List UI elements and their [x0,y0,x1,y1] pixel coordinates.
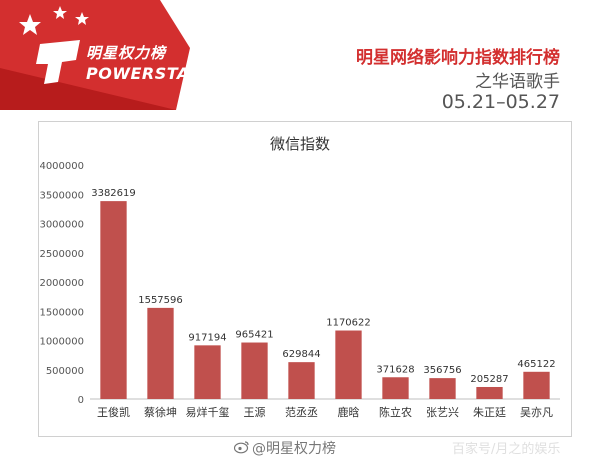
data-label: 965421 [235,330,273,341]
star-icon [53,6,67,19]
corner-watermark: 百家号/月之的娱乐 [452,442,561,457]
star-icon [75,12,89,25]
x-tick-label: 陈立农 [379,405,412,419]
x-tick-label: 易烊千玺 [186,405,230,419]
data-label: 629844 [282,349,320,360]
bar [429,378,456,399]
data-label: 465122 [517,359,555,370]
brand-word: POWERSTAR [86,64,203,83]
y-tick-label: 1000000 [39,337,84,348]
logo-background [0,0,190,110]
y-tick-label: 500000 [46,366,84,377]
y-tick-label: 1500000 [39,307,84,318]
bar [523,371,550,399]
x-tick-label: 王俊凯 [97,405,130,419]
bar [335,330,362,399]
weibo-icon [234,441,249,454]
bar [382,377,409,399]
data-label: 3382619 [91,188,136,199]
x-tick-label: 范丞丞 [285,405,318,419]
data-label: 205287 [470,374,508,385]
chart-title: 微信指数 [269,135,330,153]
page-title: 明星网络影响力指数排行榜 [356,48,560,68]
y-tick-label: 2000000 [39,278,84,289]
y-tick-label: 3500000 [39,190,84,201]
bar [241,342,268,399]
y-tick-label: 4000000 [39,161,84,172]
x-tick-label: 张艺兴 [426,406,459,419]
x-tick-label: 蔡徐坤 [144,405,177,419]
data-label: 371628 [376,364,414,375]
data-label: 1170622 [326,318,371,329]
bar [288,362,315,399]
x-tick-label: 鹿晗 [338,405,360,419]
date-range: 05.21–05.27 [441,91,560,113]
bar [100,201,127,399]
y-tick-label: 3000000 [39,220,84,231]
x-tick-label: 朱正廷 [473,406,506,419]
x-tick-label: 吴亦凡 [520,405,553,419]
bar [147,307,174,399]
logo-text: 明星权力榜 [86,44,167,62]
data-label: 1557596 [138,295,183,306]
page-subtitle: 之华语歌手 [475,72,560,92]
bar [476,386,503,399]
bar [194,345,221,399]
brand-logo: 明星权力榜 POWERSTAR [0,0,202,110]
weibo-handle: @明星权力榜 [252,441,336,457]
data-label: 356756 [423,365,461,376]
data-label: 917194 [188,332,226,343]
p-emblem-icon [36,40,80,84]
star-icon [19,14,41,35]
y-tick-label: 2500000 [39,249,84,260]
x-tick-label: 王源 [244,405,266,419]
y-tick-label: 0 [78,395,84,406]
